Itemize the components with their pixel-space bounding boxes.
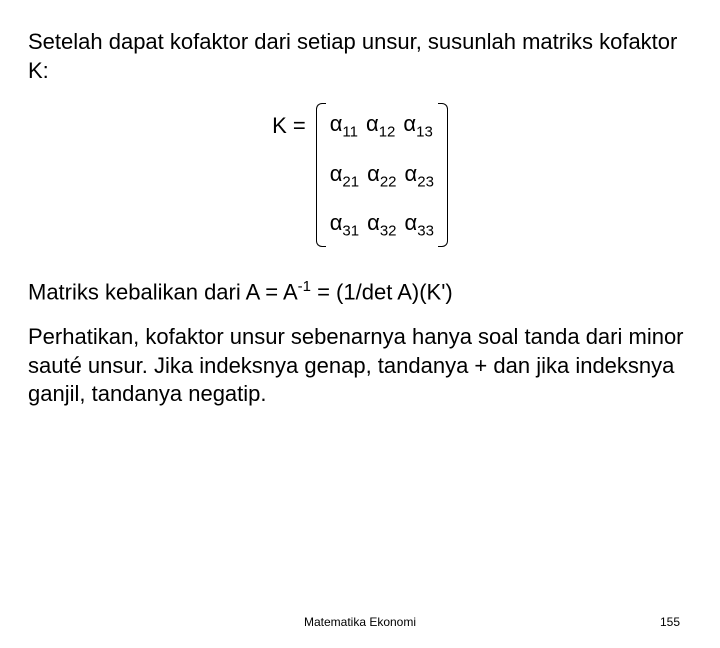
matrix-brackets: α11 α12 α13 α21 α22 α23 α31 α32 α33 (316, 103, 448, 247)
matrix-cell: α12 (366, 111, 395, 140)
matrix-row: α31 α32 α33 (330, 210, 434, 239)
intro-text: Setelah dapat kofaktor dari setiap unsur… (28, 28, 692, 85)
matrix-row: α21 α22 α23 (330, 161, 434, 190)
matrix-cell: α23 (405, 161, 434, 190)
matrix-equation: K = α11 α12 α13 α21 α22 α23 α31 α32 α33 (28, 103, 692, 247)
matrix-row: α11 α12 α13 (330, 111, 434, 140)
matrix-cell: α21 (330, 161, 359, 190)
page-number: 155 (660, 615, 680, 629)
explanation-text: Perhatikan, kofaktor unsur sebenarnya ha… (28, 323, 692, 409)
matrix-body: α11 α12 α13 α21 α22 α23 α31 α32 α33 (326, 103, 438, 247)
right-bracket (438, 103, 448, 247)
left-bracket (316, 103, 326, 247)
inverse-formula: Matriks kebalikan dari A = A-1 = (1/det … (28, 277, 692, 307)
matrix-cell: α31 (330, 210, 359, 239)
matrix-lhs: K = (272, 103, 306, 139)
matrix-cell: α33 (405, 210, 434, 239)
matrix-cell: α13 (403, 111, 432, 140)
footer-title: Matematika Ekonomi (0, 615, 720, 629)
matrix-cell: α22 (367, 161, 396, 190)
matrix-cell: α11 (330, 111, 358, 140)
matrix-cell: α32 (367, 210, 396, 239)
